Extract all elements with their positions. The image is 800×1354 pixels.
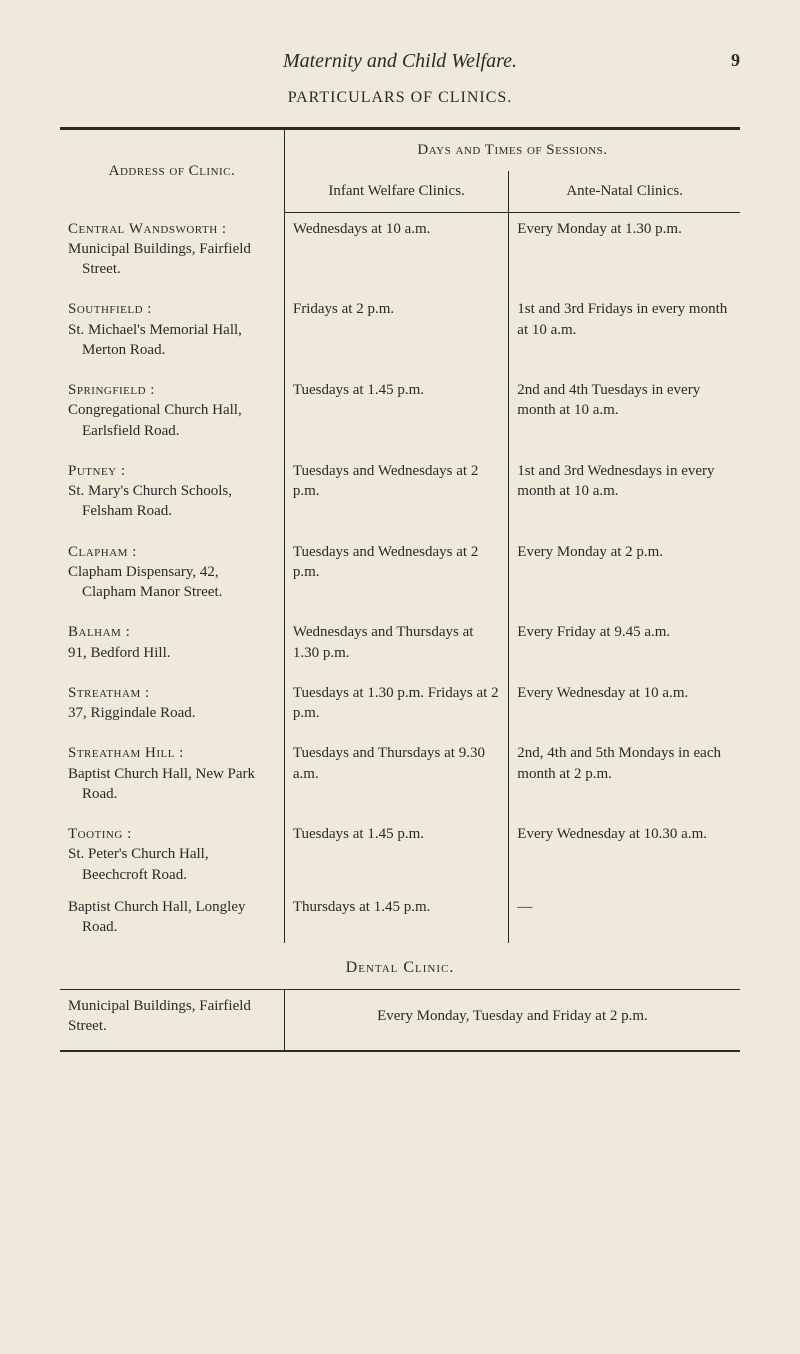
- table-row: Tooting :St. Peter's Church Hall, Beechc…: [60, 810, 740, 891]
- clinic-infant-cell: Tuesdays at 1.45 p.m.: [284, 366, 508, 447]
- dental-table-rule: Dental Clinic.: [60, 943, 740, 989]
- page-number: 9: [731, 50, 740, 71]
- clinic-group-label: Southfield :: [68, 299, 276, 319]
- clinic-infant-cell: Fridays at 2 p.m.: [284, 285, 508, 366]
- dental-address: Municipal Buildings, Fairfield Street.: [60, 989, 284, 1051]
- clinic-group-label: Streatham Hill :: [68, 743, 276, 763]
- header-ante: Ante-Natal Clinics.: [509, 171, 740, 213]
- clinic-name: Clapham Dispensary, 42, Clapham Manor St…: [68, 562, 276, 603]
- clinic-ante-cell: Every Friday at 9.45 a.m.: [509, 608, 740, 669]
- clinic-address-cell: Central Wandsworth :Municipal Buildings,…: [60, 213, 284, 286]
- header-infant: Infant Welfare Clinics.: [284, 171, 508, 213]
- table-row: Putney :St. Mary's Church Schools, Felsh…: [60, 447, 740, 528]
- clinic-ante-cell: Every Wednesday at 10 a.m.: [509, 669, 740, 730]
- page-header: Maternity and Child Welfare. 9 PARTICULA…: [60, 50, 740, 107]
- dental-info-row: Municipal Buildings, Fairfield Street. E…: [60, 989, 740, 1051]
- clinic-infant-cell: Thursdays at 1.45 p.m.: [284, 891, 508, 944]
- clinic-address-cell: Baptist Church Hall, Longley Road.: [60, 891, 284, 944]
- table-header-row-1: Address of Clinic. Days and Times of Ses…: [60, 129, 740, 172]
- table-row: Streatham Hill :Baptist Church Hall, New…: [60, 729, 740, 810]
- clinic-name: Municipal Buildings, Fairfield Street.: [68, 239, 276, 280]
- clinic-ante-cell: 1st and 3rd Fridays in every month at 10…: [509, 285, 740, 366]
- clinic-name: St. Michael's Memorial Hall, Merton Road…: [68, 320, 276, 361]
- clinics-table: Address of Clinic. Days and Times of Ses…: [60, 127, 740, 943]
- dental-table: Dental Clinic. Municipal Buildings, Fair…: [60, 943, 740, 1052]
- clinic-name: Baptist Church Hall, Longley Road.: [68, 897, 276, 938]
- clinic-group-label: Central Wandsworth :: [68, 219, 276, 239]
- page-title: Maternity and Child Welfare.: [283, 50, 517, 73]
- clinic-address-cell: Tooting :St. Peter's Church Hall, Beechc…: [60, 810, 284, 891]
- header-address: Address of Clinic.: [60, 129, 284, 213]
- page-subtitle: PARTICULARS OF CLINICS.: [60, 89, 740, 107]
- clinic-address-cell: Streatham Hill :Baptist Church Hall, New…: [60, 729, 284, 810]
- clinic-infant-cell: Tuesdays at 1.30 p.m. Fridays at 2 p.m.: [284, 669, 508, 730]
- clinic-ante-cell: 2nd, 4th and 5th Mon­days in each month …: [509, 729, 740, 810]
- clinic-ante-cell: 1st and 3rd Wednesdays in every month at…: [509, 447, 740, 528]
- clinic-name: Congregational Church Hall, Earlsfield R…: [68, 400, 276, 441]
- dental-schedule: Every Monday, Tuesday and Friday at 2 p.…: [284, 989, 740, 1051]
- clinic-ante-cell: Every Monday at 1.30 p.m.: [509, 213, 740, 286]
- clinic-address-cell: Southfield :St. Michael's Memorial Hall,…: [60, 285, 284, 366]
- clinic-ante-cell: 2nd and 4th Tuesdays in every month at 1…: [509, 366, 740, 447]
- clinic-group-label: Springfield :: [68, 380, 276, 400]
- table-row: Central Wandsworth :Municipal Buildings,…: [60, 213, 740, 286]
- clinic-address-cell: Springfield :Congregational Church Hall,…: [60, 366, 284, 447]
- clinic-group-label: Putney :: [68, 461, 276, 481]
- table-row: Clapham :Clapham Dispensary, 42, Clapham…: [60, 528, 740, 609]
- table-row: Balham :91, Bedford Hill.Wednesdays and …: [60, 608, 740, 669]
- clinic-name: 91, Bedford Hill.: [68, 643, 276, 663]
- clinic-infant-cell: Wednesdays and Thursdays at 1.30 p.m.: [284, 608, 508, 669]
- clinic-group-label: Balham :: [68, 622, 276, 642]
- clinic-infant-cell: Wednesdays at 10 a.m.: [284, 213, 508, 286]
- clinic-infant-cell: Tuesdays at 1.45 p.m.: [284, 810, 508, 891]
- clinic-infant-cell: Tuesdays and Wednesdays at 2 p.m.: [284, 528, 508, 609]
- clinic-address-cell: Clapham :Clapham Dispensary, 42, Clapham…: [60, 528, 284, 609]
- clinic-infant-cell: Tuesdays and Wednesdays at 2 p.m.: [284, 447, 508, 528]
- clinic-name: 37, Riggindale Road.: [68, 703, 276, 723]
- dental-heading-cell: Dental Clinic.: [60, 943, 740, 989]
- clinic-address-cell: Balham :91, Bedford Hill.: [60, 608, 284, 669]
- table-row: Streatham :37, Riggindale Road.Tuesdays …: [60, 669, 740, 730]
- table-row: Baptist Church Hall, Longley Road.Thursd…: [60, 891, 740, 944]
- clinic-group-label: Streatham :: [68, 683, 276, 703]
- clinic-ante-cell: Every Monday at 2 p.m.: [509, 528, 740, 609]
- clinic-ante-cell: Every Wednesday at 10.30 a.m.: [509, 810, 740, 891]
- clinic-name: St. Peter's Church Hall, Beechcroft Road…: [68, 844, 276, 885]
- clinic-address-cell: Streatham :37, Riggindale Road.: [60, 669, 284, 730]
- clinic-ante-cell: —: [509, 891, 740, 944]
- dental-heading: Dental Clinic.: [346, 959, 455, 976]
- header-days: Days and Times of Sessions.: [284, 129, 740, 172]
- table-row: Springfield :Congregational Church Hall,…: [60, 366, 740, 447]
- table-row: Southfield :St. Michael's Memorial Hall,…: [60, 285, 740, 366]
- clinic-address-cell: Putney :St. Mary's Church Schools, Felsh…: [60, 447, 284, 528]
- clinic-infant-cell: Tuesdays and Thurs­days at 9.30 a.m.: [284, 729, 508, 810]
- title-row: Maternity and Child Welfare. 9: [60, 50, 740, 73]
- clinic-name: Baptist Church Hall, New Park Road.: [68, 764, 276, 805]
- clinic-group-label: Clapham :: [68, 542, 276, 562]
- clinic-name: St. Mary's Church Schools, Felsham Road.: [68, 481, 276, 522]
- clinic-group-label: Tooting :: [68, 824, 276, 844]
